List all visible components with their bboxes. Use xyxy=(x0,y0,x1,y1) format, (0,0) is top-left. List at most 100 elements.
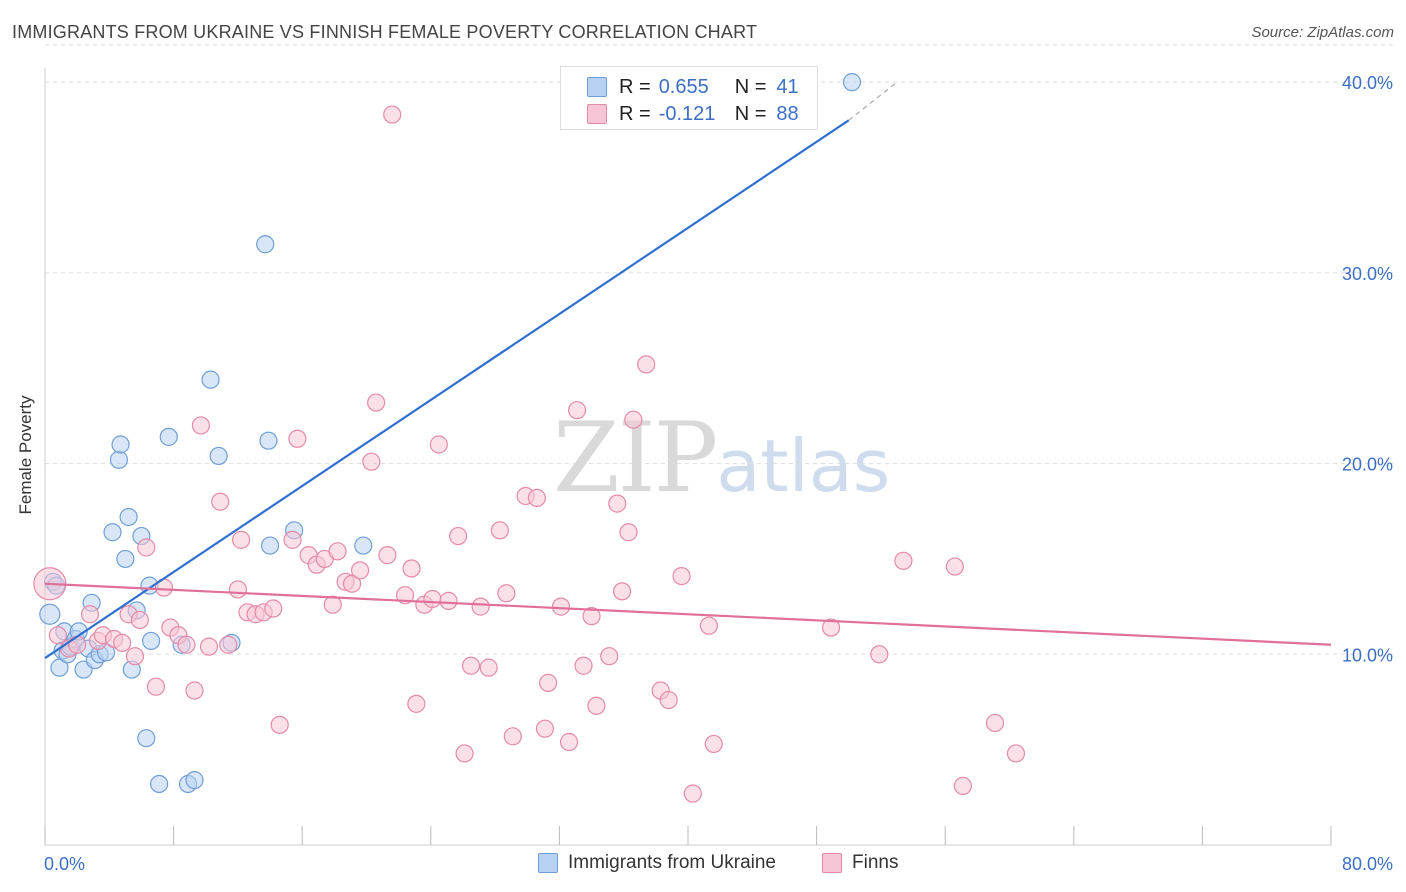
data-point-finns xyxy=(350,561,370,580)
data-point-finns xyxy=(1006,744,1026,763)
data-point-finns xyxy=(574,656,593,675)
data-point-finns xyxy=(587,696,606,715)
data-point-ukraine xyxy=(201,370,220,389)
data-point-finns xyxy=(455,744,474,763)
data-point-finns xyxy=(551,597,571,616)
data-point-finns xyxy=(228,580,247,599)
r-value-finns: -0.121 xyxy=(658,102,716,125)
data-point-finns xyxy=(48,626,67,645)
data-point-finns xyxy=(624,410,643,429)
r-value-ukraine: 0.655 xyxy=(658,75,709,98)
data-point-finns xyxy=(471,597,490,616)
data-point-finns xyxy=(383,105,402,124)
data-point-finns xyxy=(672,566,691,586)
data-point-ukraine xyxy=(111,435,130,454)
legend-swatch-finns xyxy=(587,104,607,124)
y-tick-label: 10.0% xyxy=(1342,645,1393,665)
data-point-finns xyxy=(342,574,362,593)
legend-item-ukraine: Immigrants from Ukraine xyxy=(538,852,776,874)
data-point-finns xyxy=(699,616,718,635)
data-point-ukraine xyxy=(50,658,69,677)
data-point-finns xyxy=(362,452,381,471)
data-point-ukraine xyxy=(119,507,138,527)
data-point-ukraine xyxy=(256,235,275,254)
data-point-finns xyxy=(449,526,468,546)
data-point-finns xyxy=(559,732,579,752)
data-point-ukraine xyxy=(185,771,204,790)
data-point-ukraine xyxy=(842,73,862,92)
stats-legend-row-ukraine: R = 0.655 N = 41 xyxy=(587,75,799,99)
x-tick-label: 0.0% xyxy=(44,854,85,874)
data-point-finns xyxy=(683,784,702,803)
data-point-finns xyxy=(490,521,510,540)
data-point-finns xyxy=(461,656,481,675)
n-label: N = xyxy=(734,102,767,125)
data-point-finns xyxy=(125,647,145,666)
legend-swatch-ukraine xyxy=(538,853,558,873)
trendline-ukraine xyxy=(44,119,850,660)
r-label: R = xyxy=(619,102,651,125)
legend-label-finns: Finns xyxy=(852,852,899,873)
data-point-finns xyxy=(619,523,638,542)
legend-label-ukraine: Immigrants from Ukraine xyxy=(568,852,776,873)
data-point-ukraine xyxy=(116,549,135,569)
data-point-ukraine xyxy=(209,446,228,466)
data-point-ukraine xyxy=(39,603,61,625)
trendline-ukraine-extension xyxy=(848,81,898,121)
legend-item-finns: Finns xyxy=(822,852,898,874)
data-point-finns xyxy=(439,591,458,610)
y-tick-label: 20.0% xyxy=(1342,455,1393,475)
data-point-ukraine xyxy=(109,450,129,469)
stats-legend: R = 0.655 N = 41 R = -0.121 N = 88 xyxy=(560,66,818,130)
trendline-finns xyxy=(44,582,1332,646)
data-point-finns xyxy=(582,607,601,626)
data-point-finns xyxy=(479,658,498,677)
data-point-finns xyxy=(283,530,302,549)
data-point-finns xyxy=(288,429,307,448)
data-point-finns xyxy=(232,530,251,549)
data-point-ukraine xyxy=(260,536,280,555)
data-point-finns xyxy=(219,635,238,654)
data-point-finns xyxy=(527,488,546,507)
data-point-finns xyxy=(177,635,196,654)
data-point-finns xyxy=(497,584,516,603)
data-point-finns xyxy=(567,401,587,420)
data-point-finns xyxy=(985,713,1005,733)
data-point-finns xyxy=(367,393,386,412)
data-point-finns xyxy=(423,589,442,609)
y-tick-label: 40.0% xyxy=(1342,73,1393,93)
data-point-finns xyxy=(429,435,448,454)
data-point-finns xyxy=(211,492,230,511)
chart-title: IMMIGRANTS FROM UKRAINE VS FINNISH FEMAL… xyxy=(12,22,758,42)
data-point-ukraine xyxy=(137,729,156,748)
data-point-finns xyxy=(130,610,149,630)
data-point-finns xyxy=(407,694,426,713)
data-point-finns xyxy=(637,355,656,374)
watermark-atlas: atlas xyxy=(716,424,891,508)
data-point-finns xyxy=(113,633,132,652)
data-point-finns xyxy=(323,595,342,614)
data-point-ukraine xyxy=(259,431,278,450)
data-point-finns xyxy=(821,618,841,637)
data-point-finns xyxy=(402,559,421,578)
n-value-ukraine: 41 xyxy=(776,75,799,98)
source-label: Source: ZipAtlas.com xyxy=(1251,24,1394,41)
data-point-finns xyxy=(535,719,555,738)
legend-swatch-ukraine xyxy=(587,77,607,97)
n-label: N = xyxy=(734,75,767,98)
data-point-finns xyxy=(185,681,204,700)
legend-swatch-finns xyxy=(822,853,842,873)
data-point-ukraine xyxy=(159,427,178,446)
n-value-finns: 88 xyxy=(776,102,799,125)
data-point-finns xyxy=(659,690,678,710)
data-point-finns xyxy=(68,635,87,654)
data-point-finns xyxy=(328,542,347,561)
stats-legend-row-finns: R = -0.121 N = 88 xyxy=(587,102,799,126)
data-point-finns xyxy=(395,586,415,605)
data-point-finns xyxy=(80,605,100,624)
data-point-finns xyxy=(378,546,397,565)
data-point-finns xyxy=(264,599,283,618)
data-point-finns xyxy=(503,727,522,746)
data-point-finns xyxy=(894,551,913,570)
